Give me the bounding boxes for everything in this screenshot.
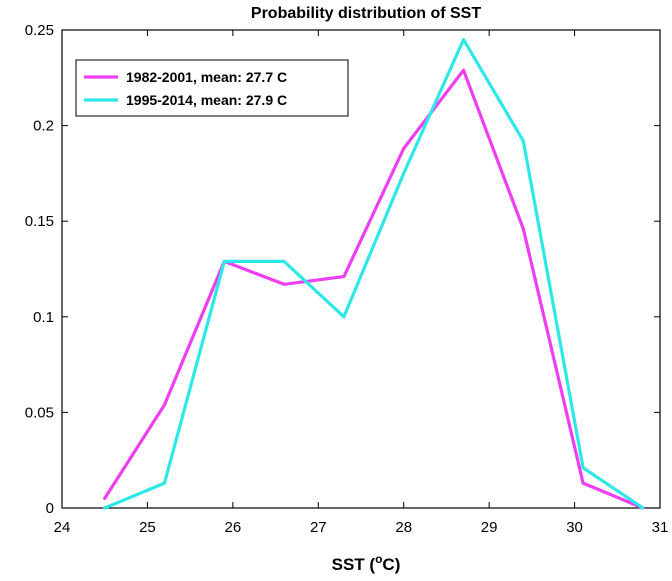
x-tick-label: 30 xyxy=(566,519,583,536)
series-line-2 xyxy=(103,37,645,510)
x-tick-label: 27 xyxy=(310,519,327,536)
y-tick-label: 0 xyxy=(46,500,54,517)
x-tick-label: 31 xyxy=(652,519,669,536)
legend-box xyxy=(75,59,349,117)
axis-ticks: 24 25 26 27 28 29 30 31 0 0.05 0.1 0.15 0.2 0.25 xyxy=(25,22,669,536)
legend-label-1: 1982-2001, mean: 27.7 C xyxy=(126,69,287,85)
y-tick-label: 0.2 xyxy=(33,118,54,135)
y-tick-label: 0.25 xyxy=(25,22,54,39)
plot-area xyxy=(61,29,661,509)
y-tick-label: 0.1 xyxy=(33,309,54,326)
x-tick-label: 25 xyxy=(139,519,156,536)
x-tick-label: 26 xyxy=(225,519,242,536)
chart-title: Probability distribution of SST xyxy=(251,5,481,22)
legend: 1982-2001, mean: 27.7 C 1995-2014, mean: … xyxy=(75,59,349,117)
series-layer xyxy=(103,37,645,510)
series-line-1 xyxy=(103,68,645,510)
y-tick-label: 0.15 xyxy=(25,213,54,230)
x-tick-label: 28 xyxy=(395,519,412,536)
x-tick-label: 29 xyxy=(481,519,498,536)
x-tick-label: 24 xyxy=(54,519,71,536)
y-tick-label: 0.05 xyxy=(25,404,54,421)
legend-label-2: 1995-2014, mean: 27.9 C xyxy=(126,92,287,108)
x-axis-label: SST (oC) xyxy=(332,552,401,574)
